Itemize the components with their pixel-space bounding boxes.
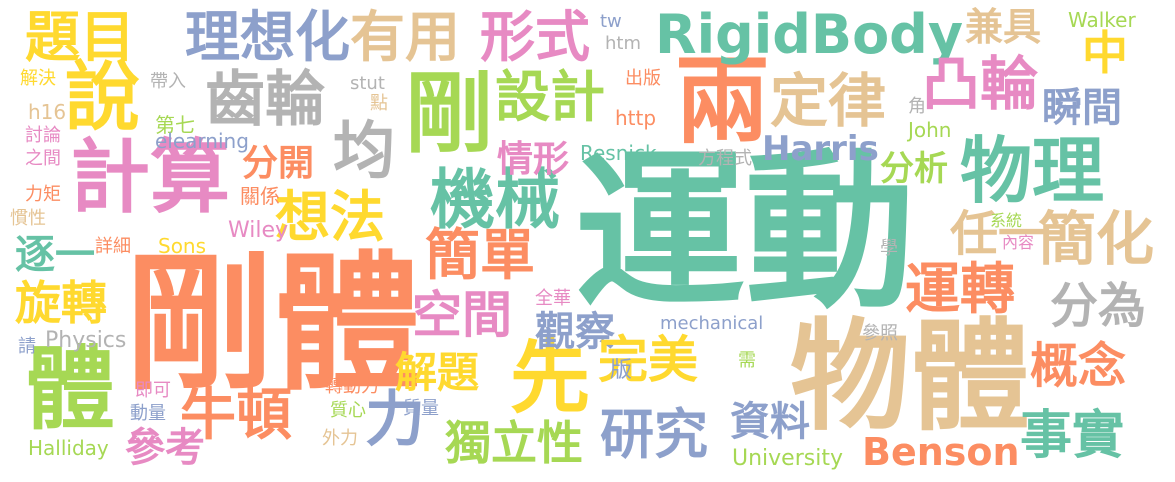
word-15: 齒輪 bbox=[205, 65, 325, 135]
word-33: 解題 bbox=[395, 348, 480, 397]
word-30: 空間 bbox=[412, 286, 512, 344]
word-61: mechanical bbox=[660, 313, 764, 334]
word-12: 有用 bbox=[350, 5, 461, 69]
word-65: 版 bbox=[610, 358, 633, 383]
word-36: 力 bbox=[365, 385, 425, 455]
word-72: 第七 bbox=[155, 113, 195, 137]
word-2: 物體 bbox=[790, 308, 1030, 447]
word-84: 即可 bbox=[135, 380, 171, 401]
word-7: 說 bbox=[65, 53, 141, 141]
word-32: 完美 bbox=[598, 331, 698, 389]
word-73: 討論 bbox=[25, 125, 61, 146]
word-10: 題目 bbox=[25, 5, 136, 69]
word-20: 均 bbox=[333, 114, 396, 187]
word-46: 情形 bbox=[497, 139, 570, 180]
word-55: 方程式 bbox=[698, 148, 752, 169]
word-5: 物理 bbox=[960, 129, 1105, 213]
word-60: 學 bbox=[880, 238, 898, 259]
word-59: 內容 bbox=[1002, 233, 1035, 252]
word-14: RigidBody bbox=[655, 3, 964, 66]
word-47: 兼具 bbox=[965, 5, 1042, 49]
word-81: Wiley bbox=[228, 218, 289, 243]
word-90: 外力 bbox=[322, 428, 358, 449]
word-8: 體 bbox=[25, 337, 115, 442]
word-66: University bbox=[732, 446, 843, 471]
word-48: 中 bbox=[1082, 26, 1128, 80]
word-16: 設計 bbox=[495, 65, 606, 129]
word-37: 研究 bbox=[600, 403, 708, 466]
word-88: 質量 bbox=[403, 398, 439, 419]
word-4: 計算 bbox=[70, 131, 230, 224]
word-70: 點 bbox=[370, 93, 388, 114]
word-50: tw bbox=[600, 11, 622, 32]
word-85: 轉動力 bbox=[325, 376, 379, 397]
word-13: 形式 bbox=[480, 5, 591, 69]
word-31: 觀察 bbox=[535, 309, 615, 355]
word-41: Benson bbox=[862, 430, 1020, 474]
word-34: 概念 bbox=[1030, 338, 1127, 394]
word-86: 動量 bbox=[130, 403, 166, 424]
word-26: 運轉 bbox=[905, 257, 1016, 321]
word-1: 剛體 bbox=[125, 238, 421, 410]
word-79: 詳細 bbox=[95, 236, 131, 257]
word-40: 事實 bbox=[1020, 406, 1125, 466]
word-76: 力矩 bbox=[25, 184, 61, 205]
word-11: 理想化 bbox=[185, 5, 351, 69]
word-54: Resnick bbox=[580, 141, 657, 165]
word-25: 簡化 bbox=[1038, 205, 1155, 273]
word-74: 之間 bbox=[25, 148, 61, 169]
word-43: Harris bbox=[762, 129, 879, 169]
word-56: 角 bbox=[908, 96, 926, 117]
word-44: 分析 bbox=[880, 149, 948, 189]
word-58: 系統 bbox=[990, 211, 1023, 230]
word-77: 關係 bbox=[240, 184, 280, 208]
word-27: 分為 bbox=[1050, 278, 1147, 334]
word-57: John bbox=[908, 118, 952, 142]
word-62: 參照 bbox=[862, 323, 898, 344]
word-0: 運動 bbox=[575, 134, 916, 332]
word-89: Halliday bbox=[28, 436, 109, 460]
word-17: 定律 bbox=[770, 67, 887, 135]
word-69: stut bbox=[350, 73, 385, 94]
word-67: 解決 bbox=[20, 68, 56, 89]
word-3: 兩 bbox=[675, 47, 771, 157]
word-64: 需 bbox=[738, 350, 756, 371]
word-80: Sons bbox=[158, 234, 207, 258]
word-21: 機械 bbox=[430, 163, 561, 238]
word-42: 參考 bbox=[125, 425, 205, 471]
word-6: 剛 bbox=[405, 62, 494, 165]
word-28: 旋轉 bbox=[15, 276, 107, 330]
word-52: 出版 bbox=[625, 68, 661, 89]
word-63: 全華 bbox=[535, 288, 571, 309]
word-35: 牛頓 bbox=[180, 383, 292, 448]
word-22: 想法 bbox=[275, 185, 386, 249]
word-9: 先 bbox=[510, 331, 590, 424]
word-51: htm bbox=[605, 33, 641, 54]
word-19: 瞬間 bbox=[1042, 85, 1122, 131]
word-24: 任一 bbox=[950, 206, 1047, 262]
word-49: Walker bbox=[1068, 8, 1136, 32]
word-78: 慣性 bbox=[10, 208, 46, 229]
word-23: 簡單 bbox=[425, 223, 536, 287]
word-39: 獨立性 bbox=[445, 416, 583, 470]
word-38: 資料 bbox=[730, 399, 810, 445]
word-87: 質心 bbox=[330, 400, 366, 421]
word-75: elearning bbox=[155, 129, 249, 153]
word-29: 逐一 bbox=[15, 232, 95, 278]
word-83: 請 bbox=[18, 336, 36, 357]
word-82: Physics bbox=[45, 328, 127, 353]
word-45: 分開 bbox=[242, 143, 315, 184]
word-53: http bbox=[615, 106, 657, 130]
word-18: 凸輪 bbox=[922, 50, 1039, 118]
word-71: h16 bbox=[28, 100, 67, 124]
word-68: 帶入 bbox=[150, 71, 186, 92]
